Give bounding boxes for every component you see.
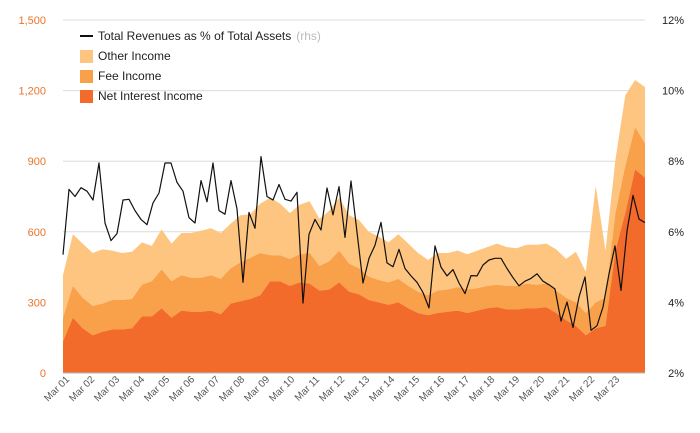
y-left-tick-label: 600 <box>28 227 46 239</box>
y-left-tick-label: 0 <box>40 368 46 380</box>
x-tick-label: Mar 05 <box>142 374 172 404</box>
legend-area-swatch <box>80 90 93 103</box>
y-left-tick-label: 1,200 <box>18 86 46 98</box>
y-right-tick-label: 8% <box>668 156 684 168</box>
x-tick-label: Mar 22 <box>567 374 597 404</box>
legend-area-swatch <box>80 70 93 83</box>
legend-area-swatch <box>80 50 93 63</box>
x-tick-label: Mar 10 <box>267 374 297 404</box>
fee-income-area <box>63 127 645 342</box>
y-right-tick-label: 12% <box>662 15 684 27</box>
x-tick-label: Mar 20 <box>517 374 547 404</box>
x-tick-label: Mar 17 <box>442 374 472 404</box>
x-tick-label: Mar 15 <box>392 374 422 404</box>
x-tick-label: Mar 08 <box>217 374 247 404</box>
x-tick-label: Mar 02 <box>67 374 97 404</box>
y-right-tick-label: 6% <box>668 227 684 239</box>
x-tick-label: Mar 11 <box>293 374 323 404</box>
x-tick-label: Mar 18 <box>467 374 497 404</box>
legend-label: Other Income <box>98 49 171 63</box>
ratio-line <box>62 156 646 331</box>
legend-label: Total Revenues as % of Total Assets <box>98 29 291 43</box>
y-right-tick-label: 10% <box>662 86 684 98</box>
x-tick-label: Mar 12 <box>317 374 347 404</box>
legend-label: Fee Income <box>98 69 162 83</box>
x-tick-label: Mar 06 <box>167 374 197 404</box>
x-tick-label: Mar 03 <box>92 374 122 404</box>
x-tick-label: Mar 07 <box>192 374 222 404</box>
y-left-tick-label: 900 <box>28 156 46 168</box>
y-left-tick-label: 300 <box>28 297 46 309</box>
net-interest-income-area <box>63 169 645 373</box>
x-tick-label: Mar 04 <box>117 374 147 404</box>
legend-note: (rhs) <box>296 29 321 43</box>
legend-label: Net Interest Income <box>98 89 203 103</box>
y-right-tick-label: 4% <box>668 297 684 309</box>
x-tick-label: Mar 19 <box>492 374 522 404</box>
x-tick-label: Mar 01 <box>42 374 72 404</box>
y-right-tick-label: 2% <box>668 368 684 380</box>
x-tick-label: Mar 09 <box>242 374 272 404</box>
x-tick-label: Mar 14 <box>367 374 397 404</box>
x-tick-label: Mar 23 <box>592 374 622 404</box>
x-tick-label: Mar 21 <box>542 374 572 404</box>
x-tick-label: Mar 13 <box>342 374 372 404</box>
x-tick-label: Mar 16 <box>417 374 447 404</box>
y-left-tick-label: 1,500 <box>18 15 46 27</box>
